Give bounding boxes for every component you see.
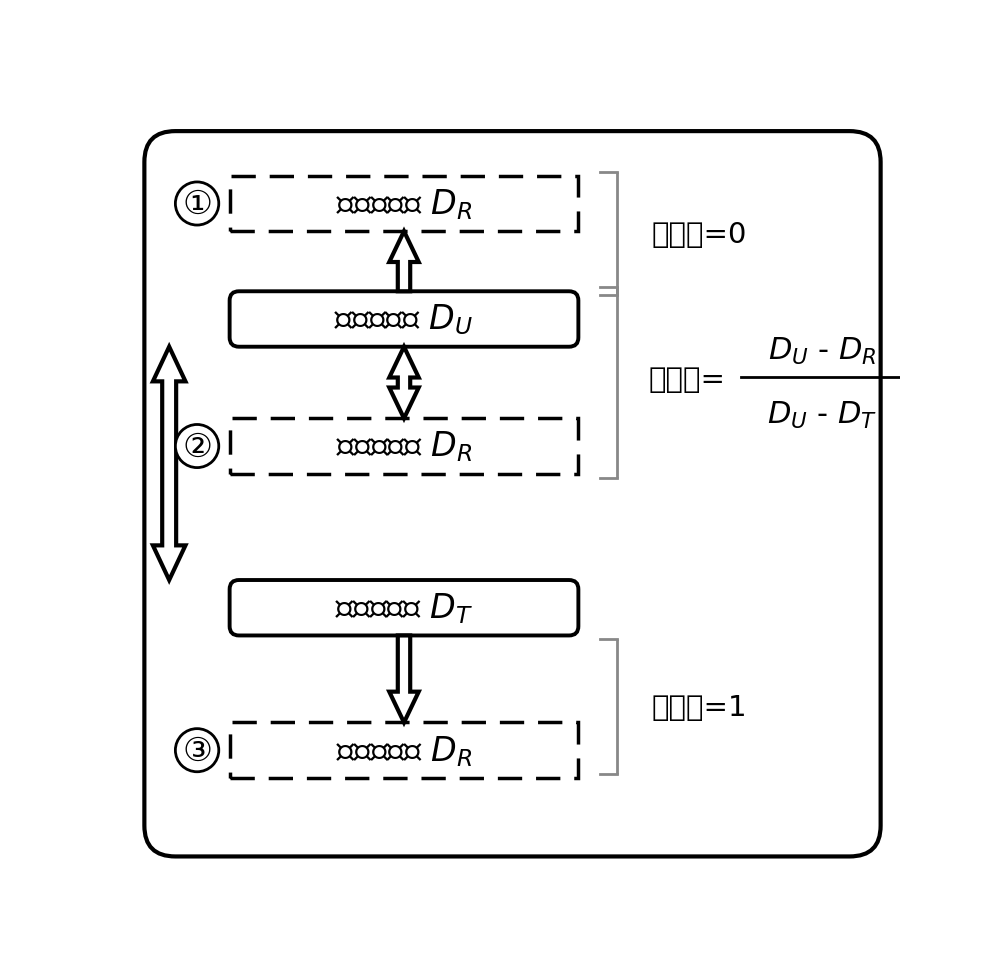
Text: 实际偏差率 $D_R$: 实际偏差率 $D_R$ bbox=[336, 429, 472, 464]
Polygon shape bbox=[389, 232, 419, 292]
Polygon shape bbox=[389, 636, 419, 723]
FancyBboxPatch shape bbox=[230, 723, 578, 778]
Text: 实际偏差率 $D_R$: 实际偏差率 $D_R$ bbox=[336, 187, 472, 222]
Text: 跟踪率=1: 跟踪率=1 bbox=[652, 693, 748, 721]
Polygon shape bbox=[389, 347, 419, 419]
Circle shape bbox=[175, 729, 219, 772]
Text: ②: ② bbox=[182, 430, 212, 463]
Text: 基准偏差率 $D_U$: 基准偏差率 $D_U$ bbox=[334, 302, 474, 337]
Text: 跟踪率=0: 跟踪率=0 bbox=[652, 220, 747, 248]
Text: 跟踪率=: 跟踪率= bbox=[648, 366, 725, 393]
Text: ①: ① bbox=[182, 188, 212, 221]
Text: 目标偏差率 $D_T$: 目标偏差率 $D_T$ bbox=[335, 591, 473, 626]
Circle shape bbox=[175, 183, 219, 226]
FancyBboxPatch shape bbox=[144, 132, 881, 857]
Text: ③: ③ bbox=[182, 734, 212, 767]
Text: $D_U$ - $D_T$: $D_U$ - $D_T$ bbox=[767, 400, 878, 431]
Polygon shape bbox=[153, 347, 185, 580]
FancyBboxPatch shape bbox=[230, 580, 578, 636]
Text: 实际偏差率 $D_R$: 实际偏差率 $D_R$ bbox=[336, 734, 472, 768]
Circle shape bbox=[175, 425, 219, 468]
FancyBboxPatch shape bbox=[230, 292, 578, 347]
Text: $D_U$ - $D_R$: $D_U$ - $D_R$ bbox=[768, 335, 877, 367]
FancyBboxPatch shape bbox=[230, 419, 578, 474]
FancyBboxPatch shape bbox=[230, 177, 578, 232]
